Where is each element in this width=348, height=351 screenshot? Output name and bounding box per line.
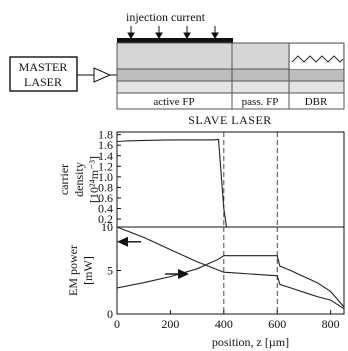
slave-laser-label: SLAVE LASER bbox=[188, 113, 272, 127]
injection-current-label: injection current bbox=[126, 10, 206, 24]
series-line-s0 bbox=[116, 138, 228, 228]
y-tick-label: 1.2 bbox=[98, 159, 113, 173]
master-laser-box bbox=[9, 56, 78, 92]
forward-arrow-icon bbox=[178, 268, 190, 279]
y-tick-label: 0.4 bbox=[98, 202, 113, 216]
electrode-contact bbox=[117, 38, 233, 43]
y-axis-label-line: carrier bbox=[57, 164, 71, 195]
series-line-backward bbox=[116, 226, 345, 310]
waveguide-layer bbox=[116, 68, 345, 82]
optical-injection-arrow bbox=[77, 67, 117, 83]
master-label-line2: LASER bbox=[24, 75, 62, 89]
y-axis-label-line: [10²⁴m⁻³] bbox=[87, 156, 101, 203]
master-label-line1: MASTER bbox=[19, 60, 68, 74]
x-tick-label: 600 bbox=[268, 317, 286, 331]
x-tick-label: 400 bbox=[215, 317, 233, 331]
y-tick-label: 1.4 bbox=[98, 149, 113, 163]
plot-frame bbox=[116, 131, 345, 228]
carrier-density-plot: 0.20.40.60.81.01.21.41.61.8 carrier densit… bbox=[57, 128, 345, 228]
y-tick-label: 1.8 bbox=[98, 128, 113, 142]
section-label-active: active FP bbox=[153, 96, 194, 108]
y-axis-label-line: density bbox=[72, 162, 86, 197]
em-power-plot: 0 5 10 0 200 400 600 800 EM power [mW] position, z… bbox=[66, 220, 345, 349]
y-tick-label: 0.6 bbox=[98, 191, 113, 205]
y-axis-label-line: [mW] bbox=[81, 256, 95, 285]
y-axis-label-line: EM power bbox=[66, 245, 80, 296]
y-tick-label: 0 bbox=[107, 307, 113, 321]
x-axis-label: position, z [µm] bbox=[212, 335, 289, 349]
section-label-passive: pass. FP bbox=[242, 96, 279, 108]
y-tick-label: 1.6 bbox=[98, 138, 113, 152]
x-tick-label: 200 bbox=[161, 317, 179, 331]
backward-arrow-icon bbox=[117, 236, 129, 247]
injection-arrows bbox=[127, 26, 219, 39]
plot-frame bbox=[116, 226, 345, 315]
device-schematic: injection current active FP pass. FP DBR… bbox=[9, 10, 345, 127]
y-tick-label: 10 bbox=[101, 220, 113, 234]
y-tick-label: 5 bbox=[107, 264, 113, 278]
x-tick-label: 800 bbox=[322, 317, 340, 331]
y-tick-label: 0.2 bbox=[98, 212, 113, 226]
section-label-dbr: DBR bbox=[305, 96, 328, 108]
section-label-strip bbox=[116, 92, 345, 110]
bragg-grating-icon bbox=[291, 55, 344, 63]
y-tick-label: 1.0 bbox=[98, 170, 113, 184]
series-line-forward bbox=[116, 255, 345, 308]
substrate-layer bbox=[116, 80, 345, 94]
y-tick-label: 0.8 bbox=[98, 180, 113, 194]
x-tick-label: 0 bbox=[114, 317, 120, 331]
